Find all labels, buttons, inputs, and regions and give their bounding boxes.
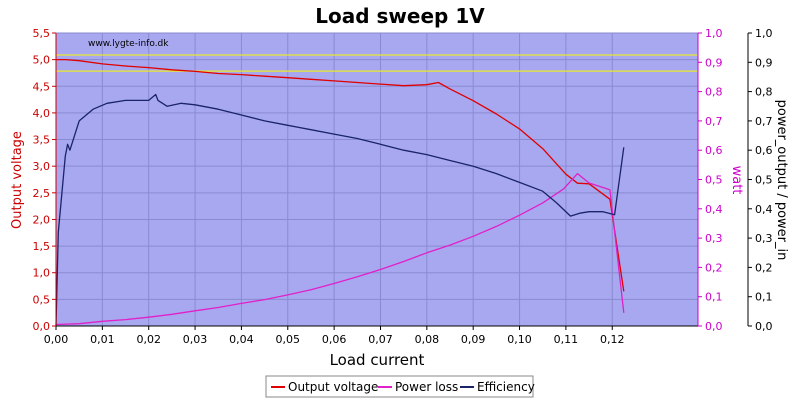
x-tick-label: 0,07	[368, 333, 393, 346]
y-right-watt-tick-label: 0,0	[705, 320, 723, 333]
reference-lines	[56, 54, 698, 72]
y-right-efficiency-tick-label: 0,2	[755, 261, 773, 274]
x-tick-label: 0,06	[322, 333, 347, 346]
series-line-efficiency	[55, 93, 625, 327]
x-tick-label: 0,10	[507, 333, 532, 346]
x-tick-label: 0,03	[183, 333, 208, 346]
y-left-tick-label: 2,0	[33, 213, 51, 226]
x-tick-label: 0,05	[276, 333, 301, 346]
y-left-tick-label: 0,0	[33, 320, 51, 333]
y-right-watt-tick-label: 0,1	[705, 291, 723, 304]
x-tick-label: 0,11	[554, 333, 579, 346]
y-right-efficiency-tick-label: 0,6	[755, 144, 773, 157]
series-line-power-loss	[55, 172, 625, 326]
y-right-efficiency-label: power_output / power_in	[774, 100, 789, 261]
x-tick-label: 0,04	[229, 333, 254, 346]
legend-label-efficiency: Efficiency	[477, 380, 535, 394]
y-right-efficiency-tick-label: 0,9	[755, 56, 773, 69]
y-right-efficiency-tick-label: 0,3	[755, 232, 773, 245]
x-tick-label: 0,01	[90, 333, 115, 346]
y-right-watt-tick-label: 0,8	[705, 86, 723, 99]
y-right-efficiency-tick-label: 0,5	[755, 174, 773, 187]
y-left-tick-label: 3,5	[33, 134, 51, 147]
y-right-watt-tick-label: 1,0	[705, 27, 723, 40]
legend-label-power-loss: Power loss	[395, 380, 458, 394]
y-right-efficiency-tick-label: 0,7	[755, 115, 773, 128]
y-right-efficiency-tick-label: 0,0	[755, 320, 773, 333]
y-left-tick-label: 5,0	[33, 54, 51, 67]
y-left-tick-label: 0,5	[33, 293, 51, 306]
y-left-axis-label: Output voltage	[10, 131, 25, 229]
y-right-efficiency-tick-label: 0,1	[755, 291, 773, 304]
x-tick-label: 0,08	[415, 333, 440, 346]
plot-area	[56, 33, 698, 326]
legend: Output voltage Power loss Efficiency	[265, 375, 535, 398]
y-right-efficiency-tick-label: 0,4	[755, 203, 773, 216]
legend-label-output-voltage: Output voltage	[288, 380, 378, 394]
x-tick-label: 0,00	[44, 333, 69, 346]
y-left-tick-label: 4,5	[33, 80, 51, 93]
x-tick-label: 0,09	[461, 333, 486, 346]
y-right-efficiency-tick-label: 0,8	[755, 86, 773, 99]
y-left-tick-label: 2,5	[33, 187, 51, 200]
y-left-ticks: 0,0 0,5 1,0 1,5 2,0 2,5 3,0 3,5 4,0 4,5 5,0 5,5	[33, 27, 56, 333]
y-left-tick-label: 3,0	[33, 160, 51, 173]
y-right-watt-label: watt	[729, 166, 744, 195]
x-axis-ticks: 0,00 0,01 0,02 0,03 0,04 0,05 0,06 0,07 0,08 0,09…	[44, 326, 625, 346]
y-left-tick-label: 5,5	[33, 27, 51, 40]
series-lines	[55, 58, 625, 327]
x-tick-label: 0,02	[136, 333, 161, 346]
y-right-watt-tick-label: 0,7	[705, 115, 723, 128]
legend-box	[265, 375, 534, 398]
x-tick-label: 0,12	[600, 333, 625, 346]
chart-title: Load sweep 1V	[315, 4, 485, 28]
x-axis-label: Load current	[330, 351, 425, 369]
y-right-efficiency-ticks: 0,0 0,1 0,2 0,3 0,4 0,5 0,6 0,7 0,8 0,9 1,0	[748, 27, 773, 333]
y-right-watt-tick-label: 0,4	[705, 203, 723, 216]
y-right-watt-tick-label: 0,6	[705, 144, 723, 157]
y-right-watt-tick-label: 0,2	[705, 261, 723, 274]
y-right-watt-tick-label: 0,9	[705, 56, 723, 69]
series-line-output-voltage	[56, 58, 625, 292]
y-left-tick-label: 1,0	[33, 267, 51, 280]
y-right-watt-tick-label: 0,5	[705, 174, 723, 187]
y-right-efficiency-tick-label: 1,0	[755, 27, 773, 40]
watermark-text: www.lygte-info.dk	[88, 39, 169, 49]
y-right-watt-tick-label: 0,3	[705, 232, 723, 245]
y-left-tick-label: 1,5	[33, 240, 51, 253]
y-right-watt-ticks: 0,0 0,1 0,2 0,3 0,4 0,5 0,6 0,7 0,8 0,9 1,0	[698, 27, 723, 333]
y-left-tick-label: 4,0	[33, 107, 51, 120]
